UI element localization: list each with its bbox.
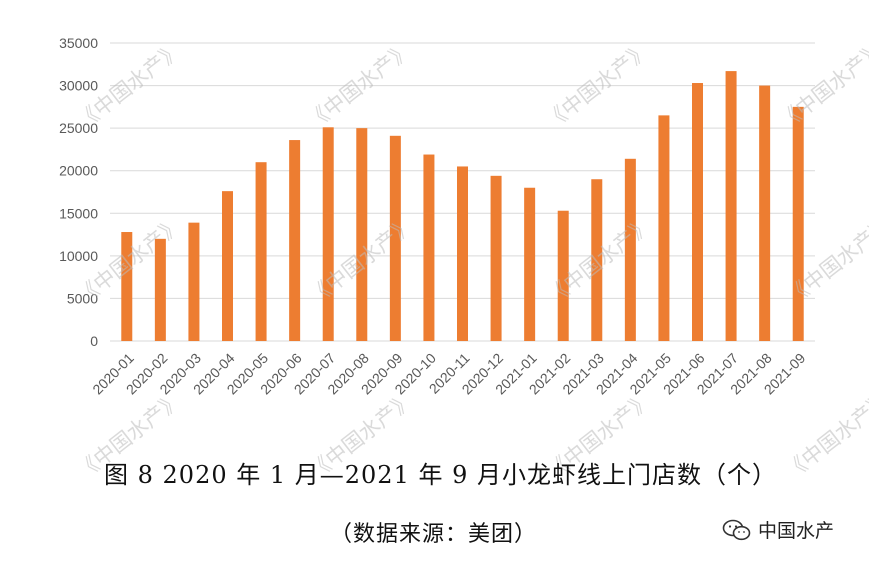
y-tick-label: 0: [90, 333, 98, 349]
bar-2021-04: [624, 158, 636, 341]
y-tick-label: 5000: [67, 290, 98, 306]
bar-2020-11: [457, 166, 468, 341]
y-tick-label: 10000: [59, 248, 98, 264]
bar-2020-01: [121, 232, 133, 341]
bar-2020-10: [423, 154, 435, 341]
wechat-icon: [722, 519, 751, 540]
logo-text: 中国水产: [758, 520, 835, 542]
bar-2021-01: [524, 187, 536, 341]
bar-2020-07: [322, 127, 334, 341]
bars: [121, 71, 804, 342]
y-tick-label: 25000: [59, 120, 98, 136]
bar-2021-03: [591, 179, 603, 341]
bar-2020-09: [389, 135, 401, 341]
bar-2020-03: [188, 222, 200, 341]
y-tick-label: 30000: [59, 78, 98, 94]
bar-2020-05: [255, 162, 267, 341]
bar-2021-06: [692, 83, 703, 341]
bar-2020-08: [356, 128, 368, 341]
chart-caption: 图 8 2020 年 1 月—2021 年 9 月小龙虾线上门店数（个）: [104, 461, 777, 489]
x-axis-ticks: 2020-012020-022020-032020-042020-052020-…: [89, 350, 808, 398]
bar-2021-08: [759, 85, 771, 341]
y-tick-label: 35000: [59, 35, 98, 51]
bar-2021-09: [792, 106, 804, 341]
bar-2020-04: [222, 191, 233, 341]
bar-2021-07: [725, 71, 737, 342]
bar-2020-12: [490, 175, 502, 341]
bar-2020-02: [154, 238, 166, 341]
brand-logo: 中国水产: [722, 516, 834, 543]
y-tick-label: 15000: [59, 205, 98, 221]
y-axis-ticks: 0 5000 10000 15000 20000 25000 30000 35000: [59, 35, 98, 349]
bar-2021-05: [658, 115, 670, 341]
y-tick-label: 20000: [59, 163, 98, 179]
bar-2020-06: [289, 140, 301, 341]
data-source-note: （数据来源：美团）: [330, 522, 538, 547]
bar-2021-02: [557, 210, 569, 341]
